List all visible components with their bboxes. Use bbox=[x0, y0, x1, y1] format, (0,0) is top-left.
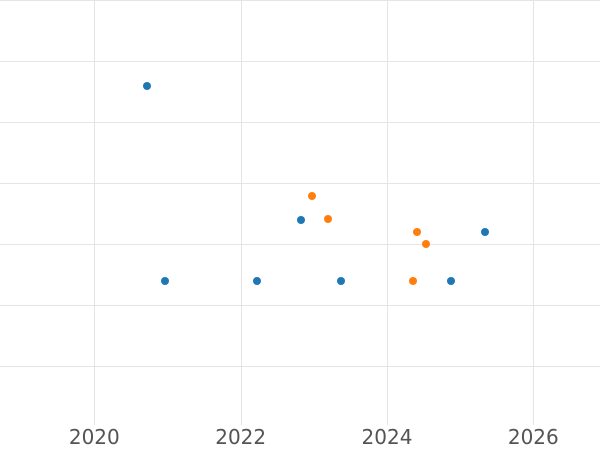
data-point-orange bbox=[408, 277, 417, 285]
gridline-vertical bbox=[533, 0, 535, 425]
data-point-blue bbox=[160, 277, 169, 285]
data-point-blue bbox=[337, 276, 345, 285]
x-tick-label: 2026 bbox=[507, 425, 559, 449]
data-point-blue bbox=[252, 277, 261, 285]
gridline-vertical bbox=[387, 0, 388, 425]
data-point-blue bbox=[446, 276, 455, 285]
data-point-blue bbox=[142, 82, 151, 90]
data-point-orange bbox=[324, 215, 332, 223]
data-point-orange bbox=[422, 240, 431, 248]
data-point-orange bbox=[307, 192, 316, 201]
x-tick-label: 2022 bbox=[215, 425, 267, 449]
x-tick-label: 2020 bbox=[68, 425, 120, 449]
gridline-horizontal bbox=[0, 366, 600, 367]
gridline-vertical bbox=[240, 0, 242, 425]
x-axis: 2020 2022 2024 2026 bbox=[0, 425, 600, 450]
x-tick-label: 2024 bbox=[361, 425, 413, 449]
gridline-horizontal bbox=[0, 305, 600, 306]
gridline-horizontal bbox=[0, 61, 600, 62]
gridline-horizontal bbox=[0, 244, 600, 245]
plot-area bbox=[0, 0, 600, 425]
data-point-orange bbox=[413, 228, 422, 237]
gridline-horizontal bbox=[0, 183, 600, 184]
gridline-horizontal bbox=[0, 122, 600, 123]
gridline-vertical bbox=[94, 0, 96, 425]
gridline-horizontal bbox=[0, 0, 600, 1]
data-point-blue bbox=[481, 227, 489, 236]
data-point-blue bbox=[297, 215, 305, 224]
